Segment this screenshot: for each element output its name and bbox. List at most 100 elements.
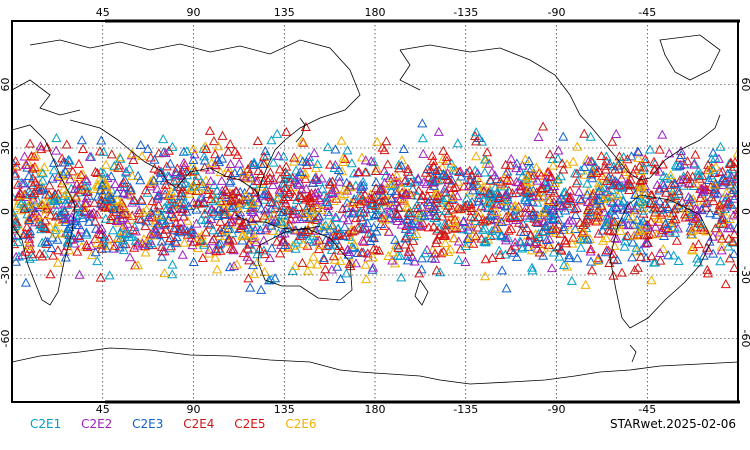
observation-marker — [506, 245, 517, 255]
observation-marker — [118, 187, 129, 197]
observation-marker — [159, 268, 170, 278]
observation-marker — [511, 158, 522, 168]
observation-marker — [145, 181, 156, 191]
observation-marker — [596, 201, 607, 211]
observation-marker — [374, 185, 385, 195]
observation-marker — [690, 213, 701, 223]
observation-marker — [479, 154, 491, 164]
observation-marker — [133, 204, 145, 214]
observation-marker — [416, 253, 428, 263]
observation-marker — [486, 206, 497, 216]
observation-marker — [386, 180, 397, 190]
observation-marker — [500, 201, 511, 211]
observation-marker — [39, 222, 50, 233]
observation-marker — [78, 183, 89, 193]
observation-marker — [121, 227, 132, 237]
observation-marker — [431, 265, 442, 275]
observation-marker — [580, 279, 591, 289]
observation-marker — [452, 138, 463, 148]
observation-marker — [606, 184, 617, 194]
observation-marker — [398, 143, 409, 153]
observation-marker — [289, 152, 300, 162]
observation-marker — [267, 197, 278, 207]
observation-marker — [533, 229, 544, 239]
observation-marker — [405, 224, 416, 234]
observation-marker — [31, 212, 42, 222]
observation-marker — [453, 176, 464, 186]
observation-marker — [439, 229, 451, 239]
observation-marker — [687, 225, 698, 235]
observation-marker — [729, 161, 738, 171]
observation-marker — [443, 200, 454, 210]
observation-marker — [629, 230, 640, 240]
observation-marker — [316, 205, 327, 215]
observation-marker — [614, 188, 625, 198]
observation-marker — [224, 234, 235, 244]
observation-marker — [245, 202, 256, 212]
observation-marker — [179, 198, 190, 208]
observation-marker — [126, 190, 137, 200]
observation-marker — [119, 174, 130, 184]
observation-marker — [191, 185, 202, 196]
observation-marker — [523, 155, 535, 166]
observation-marker — [101, 243, 112, 253]
observation-marker — [572, 253, 583, 263]
observation-marker — [360, 155, 371, 165]
observation-marker — [305, 196, 316, 206]
observation-marker — [12, 200, 23, 210]
observation-marker — [267, 215, 278, 225]
observation-marker — [36, 167, 47, 177]
observation-marker — [322, 196, 333, 206]
observation-marker — [564, 252, 575, 262]
observation-marker — [200, 227, 211, 237]
observation-marker — [169, 187, 180, 197]
observation-marker — [629, 204, 640, 214]
observation-marker — [650, 221, 661, 231]
observation-marker — [52, 171, 63, 181]
observation-marker — [367, 199, 378, 209]
observation-marker — [709, 179, 720, 189]
observation-marker — [646, 251, 657, 261]
lat-lon-grid — [12, 21, 738, 402]
observation-marker — [718, 213, 729, 223]
observation-marker — [473, 212, 484, 222]
observation-marker — [77, 169, 89, 179]
observation-marker — [527, 210, 538, 220]
lat-ticks-left: 60 30 0 -30 -60 — [0, 78, 12, 348]
observation-marker — [496, 216, 507, 227]
observation-marker — [210, 149, 221, 159]
coast-africa — [12, 124, 76, 306]
observation-marker — [295, 166, 306, 177]
observation-marker — [489, 170, 500, 180]
observation-marker — [503, 233, 514, 243]
observation-marker — [464, 165, 475, 175]
observation-marker — [447, 216, 458, 226]
observation-marker — [277, 217, 289, 227]
observation-marker — [44, 180, 55, 190]
observation-marker — [705, 170, 716, 180]
observation-marker — [243, 222, 254, 232]
observation-marker — [72, 246, 83, 256]
observation-marker — [56, 209, 67, 219]
observation-marker — [652, 179, 663, 189]
observation-marker — [90, 216, 101, 226]
coast-europe — [12, 79, 81, 116]
observation-marker — [555, 228, 566, 238]
observation-marker — [92, 167, 103, 177]
observation-marker — [106, 193, 117, 203]
observation-marker — [152, 209, 163, 219]
observation-marker — [104, 270, 115, 280]
observation-marker — [12, 256, 22, 266]
observation-marker — [696, 183, 707, 193]
observation-marker — [716, 217, 727, 227]
observation-marker — [591, 216, 602, 226]
lat-tick-label: -60 — [0, 330, 12, 348]
observation-marker — [207, 225, 219, 235]
observation-marker — [339, 221, 350, 231]
observation-marker — [327, 176, 338, 186]
observation-marker — [547, 223, 558, 233]
observation-marker — [396, 272, 407, 282]
observation-marker — [226, 202, 237, 212]
observation-marker — [322, 142, 333, 152]
observation-marker — [207, 208, 218, 218]
